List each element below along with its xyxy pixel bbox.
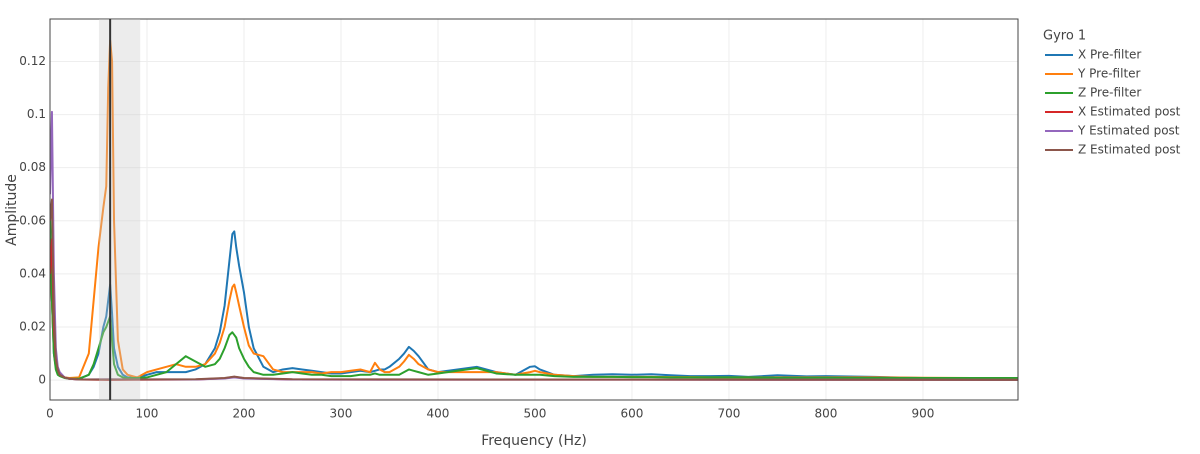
shapes <box>98 19 141 400</box>
notch-band <box>98 19 141 400</box>
x-tick-label: 800 <box>814 407 837 421</box>
y-axis-title: Amplitude <box>4 174 20 246</box>
legend-title: Gyro 1 <box>1043 29 1086 44</box>
legend-label: Y Estimated post <box>1077 124 1180 138</box>
series-line <box>50 238 1018 381</box>
plot-frame <box>49 18 1019 401</box>
y-tick-label: 0.1 <box>27 107 46 121</box>
x-tick-label: 100 <box>136 407 159 421</box>
legend-label: Y Pre-filter <box>1077 67 1141 81</box>
x-tick-label: 700 <box>718 407 741 421</box>
x-tick-label: 500 <box>524 407 547 421</box>
series-line <box>50 230 1018 380</box>
y-tick-label: 0.02 <box>19 319 46 333</box>
x-tick-label: 300 <box>330 407 353 421</box>
legend-label: Z Pre-filter <box>1078 86 1141 100</box>
legend-label: Z Estimated post <box>1078 143 1181 157</box>
legend-label: X Pre-filter <box>1078 48 1141 62</box>
x-tick-label: 900 <box>911 407 934 421</box>
x-tick-label: 400 <box>427 407 450 421</box>
x-tick-label: 200 <box>233 407 256 421</box>
series-line <box>50 110 1018 381</box>
x-tick-label: 600 <box>621 407 644 421</box>
y-tick-label: 0.06 <box>19 213 46 227</box>
y-tick-label: 0.08 <box>19 160 46 174</box>
y-tick-label: 0.12 <box>19 54 46 68</box>
x-tick-label: 0 <box>46 407 54 421</box>
plot-lines <box>50 39 1018 381</box>
legend-label: X Estimated post <box>1078 105 1181 119</box>
series-line <box>50 207 1018 380</box>
y-tick-label: 0.04 <box>19 266 46 280</box>
grid <box>49 19 1018 400</box>
series-line <box>50 198 1018 381</box>
y-tick-label: 0 <box>38 373 46 387</box>
x-axis-title: Frequency (Hz) <box>481 433 587 449</box>
